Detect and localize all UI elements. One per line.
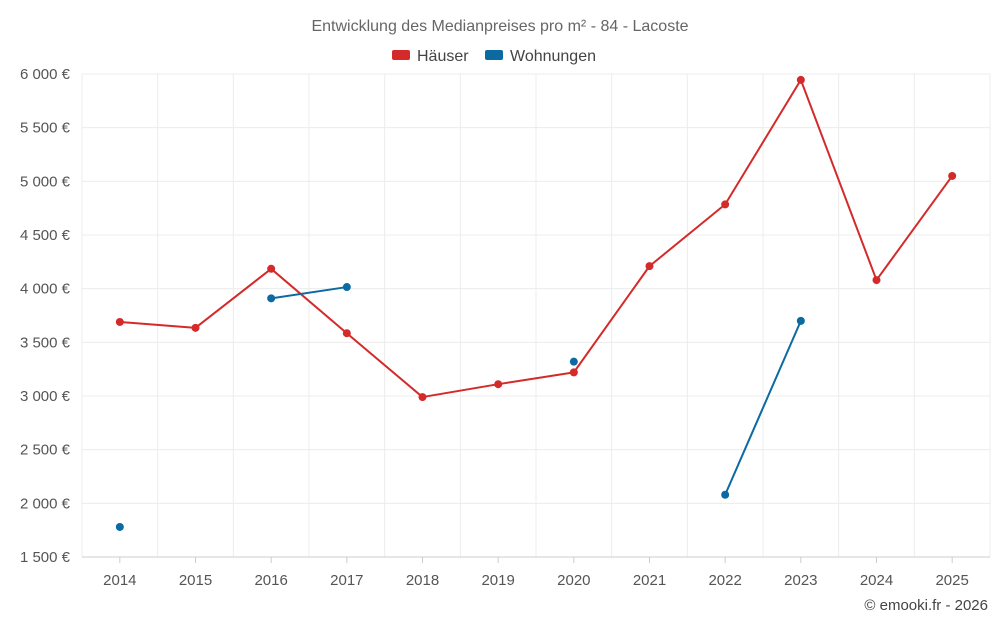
data-point-wohnungen-2016[interactable] (267, 294, 276, 303)
data-point-haeuser-2020[interactable] (569, 368, 578, 377)
copyright-credit: © emooki.fr - 2026 (864, 597, 988, 614)
x-tick-label: 2014 (103, 572, 136, 589)
x-tick-label: 2018 (406, 572, 439, 589)
y-tick-label: 4 000 € (20, 281, 71, 298)
data-point-haeuser-2023[interactable] (796, 75, 805, 84)
legend-label: Wohnungen (510, 48, 596, 65)
data-point-haeuser-2016[interactable] (267, 264, 276, 273)
series-haeuser (115, 75, 957, 402)
y-tick-label: 5 000 € (20, 173, 71, 190)
data-point-wohnungen-2017[interactable] (342, 283, 351, 292)
y-tick-label: 1 500 € (20, 549, 71, 566)
axes: 1 500 € 2 000 € 2 500 € 3 000 € 3 500 € 4 000… (20, 66, 990, 589)
data-point-haeuser-2022[interactable] (721, 200, 730, 209)
y-tick-label: 3 000 € (20, 388, 71, 405)
data-point-wohnungen-2020[interactable] (569, 357, 578, 366)
grid (81, 73, 991, 557)
series-line-wohnungen (724, 320, 802, 496)
data-point-wohnungen-2014[interactable] (115, 522, 124, 531)
legend-swatch (485, 50, 503, 60)
y-tick-label: 2 000 € (20, 495, 71, 512)
series-line-haeuser (119, 78, 953, 399)
x-tick-label: 2024 (860, 572, 893, 589)
x-tick-label: 2025 (935, 572, 968, 589)
series-layer (115, 75, 957, 531)
data-point-haeuser-2018[interactable] (418, 393, 427, 402)
y-tick-label: 6 000 € (20, 66, 71, 83)
data-point-haeuser-2024[interactable] (872, 276, 881, 285)
legend-label: Häuser (417, 48, 469, 65)
y-tick-label: 5 500 € (20, 120, 71, 137)
x-tick-label: 2020 (557, 572, 590, 589)
x-tick-label: 2015 (179, 572, 212, 589)
data-point-haeuser-2015[interactable] (191, 323, 200, 332)
legend-item-haeuser[interactable]: Häuser (392, 48, 469, 65)
x-tick-label: 2021 (633, 572, 666, 589)
legend-swatch (392, 50, 410, 60)
data-point-haeuser-2017[interactable] (342, 329, 351, 338)
y-tick-label: 2 500 € (20, 442, 71, 459)
x-tick-label: 2023 (784, 572, 817, 589)
data-point-wohnungen-2022[interactable] (721, 490, 730, 499)
x-tick-label: 2016 (254, 572, 287, 589)
series-line-wohnungen (271, 286, 347, 300)
data-point-haeuser-2014[interactable] (115, 317, 124, 326)
y-tick-label: 3 500 € (20, 334, 71, 351)
x-tick-label: 2017 (330, 572, 363, 589)
x-tick-label: 2022 (708, 572, 741, 589)
legend: Häuser Wohnungen (392, 48, 596, 65)
y-tick-label: 4 500 € (20, 227, 71, 244)
data-point-haeuser-2021[interactable] (645, 262, 654, 271)
series-wohnungen (115, 283, 805, 531)
x-tick-label: 2019 (481, 572, 514, 589)
data-point-haeuser-2025[interactable] (948, 171, 957, 180)
chart-title: Entwicklung des Medianpreises pro m² - 8… (311, 18, 688, 35)
legend-item-wohnungen[interactable]: Wohnungen (485, 48, 596, 65)
data-point-wohnungen-2023[interactable] (796, 316, 805, 325)
data-point-haeuser-2019[interactable] (494, 380, 503, 389)
